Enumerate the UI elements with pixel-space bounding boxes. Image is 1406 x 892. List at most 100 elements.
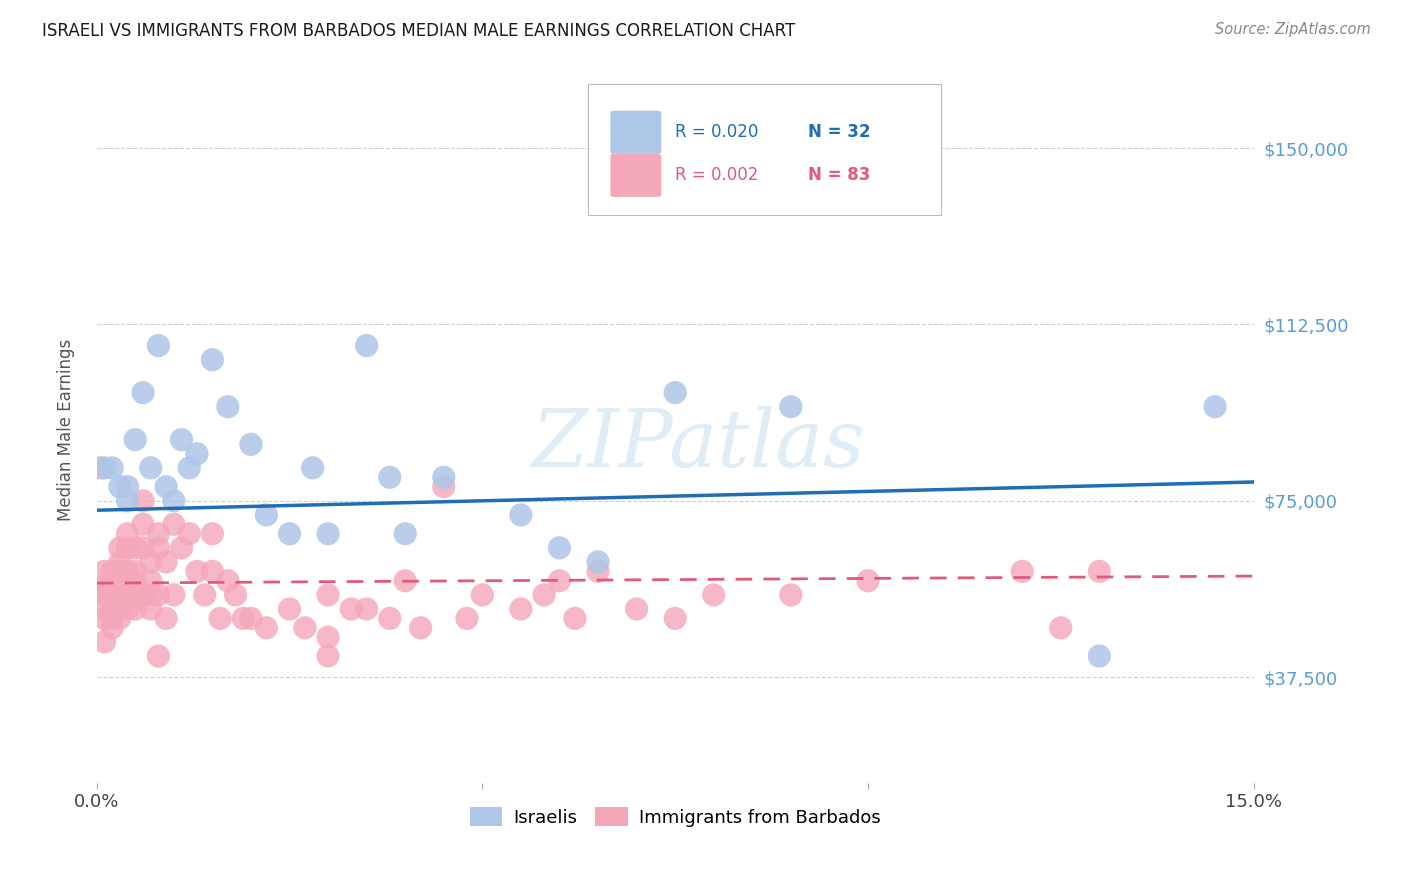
Text: ISRAELI VS IMMIGRANTS FROM BARBADOS MEDIAN MALE EARNINGS CORRELATION CHART: ISRAELI VS IMMIGRANTS FROM BARBADOS MEDI… [42, 22, 796, 40]
Point [132, 385, 155, 400]
Point [586, 555, 609, 569]
Point [148, 526, 170, 541]
Point [148, 588, 170, 602]
Point [101, 588, 124, 602]
Point [278, 602, 301, 616]
Point [132, 541, 155, 555]
Point [117, 588, 139, 602]
Point [155, 555, 177, 569]
Point [201, 526, 224, 541]
Y-axis label: Median Male Earnings: Median Male Earnings [58, 339, 75, 521]
Point [108, 541, 131, 555]
Point [217, 400, 239, 414]
Point [564, 611, 586, 625]
Point [433, 480, 456, 494]
Point [93, 565, 115, 579]
Point [148, 541, 170, 555]
FancyBboxPatch shape [610, 111, 661, 153]
Point [117, 602, 139, 616]
Point [101, 588, 124, 602]
Point [509, 602, 531, 616]
Point [856, 574, 879, 588]
Point [278, 526, 301, 541]
Point [117, 493, 139, 508]
Point [132, 588, 155, 602]
Point [93, 602, 115, 616]
Text: R = 0.020: R = 0.020 [675, 123, 758, 141]
Point [139, 555, 162, 569]
Point [533, 588, 555, 602]
Point [239, 611, 262, 625]
Point [1088, 565, 1111, 579]
Point [239, 437, 262, 451]
Point [1088, 648, 1111, 663]
Point [132, 493, 155, 508]
Point [108, 611, 131, 625]
Point [108, 555, 131, 569]
Point [163, 493, 186, 508]
FancyBboxPatch shape [610, 153, 661, 197]
Point [294, 621, 316, 635]
Point [124, 602, 146, 616]
Point [1204, 400, 1226, 414]
Point [217, 574, 239, 588]
Point [179, 461, 201, 475]
Point [394, 574, 416, 588]
Point [409, 621, 432, 635]
Point [548, 574, 571, 588]
Point [117, 541, 139, 555]
Point [703, 588, 725, 602]
Point [155, 611, 177, 625]
Text: R = 0.002: R = 0.002 [675, 167, 758, 185]
Point [124, 588, 146, 602]
Point [201, 352, 224, 367]
Point [139, 574, 162, 588]
Point [155, 480, 177, 494]
Point [433, 470, 456, 484]
Point [93, 588, 115, 602]
Point [254, 621, 277, 635]
Point [586, 565, 609, 579]
Point [90, 461, 112, 475]
Point [108, 602, 131, 616]
Point [179, 526, 201, 541]
Point [186, 447, 208, 461]
Point [93, 578, 115, 592]
Point [124, 574, 146, 588]
Point [117, 526, 139, 541]
Point [101, 461, 124, 475]
Point [163, 588, 186, 602]
Point [201, 565, 224, 579]
Point [356, 602, 378, 616]
Point [254, 508, 277, 522]
Point [170, 433, 193, 447]
Point [124, 565, 146, 579]
Point [163, 517, 186, 532]
Text: Source: ZipAtlas.com: Source: ZipAtlas.com [1215, 22, 1371, 37]
Point [124, 541, 146, 555]
Point [209, 611, 232, 625]
Point [664, 611, 686, 625]
Point [664, 385, 686, 400]
Point [93, 461, 115, 475]
Point [108, 480, 131, 494]
Point [394, 526, 416, 541]
Point [456, 611, 478, 625]
Point [316, 588, 339, 602]
Text: N = 32: N = 32 [808, 123, 870, 141]
Point [93, 635, 115, 649]
Point [316, 648, 339, 663]
Point [93, 588, 115, 602]
Point [93, 611, 115, 625]
Point [232, 611, 254, 625]
Point [779, 588, 801, 602]
Point [139, 461, 162, 475]
Point [117, 565, 139, 579]
Point [108, 588, 131, 602]
Point [316, 526, 339, 541]
Point [101, 621, 124, 635]
Point [186, 565, 208, 579]
Point [101, 578, 124, 592]
Point [194, 588, 217, 602]
Point [471, 588, 494, 602]
